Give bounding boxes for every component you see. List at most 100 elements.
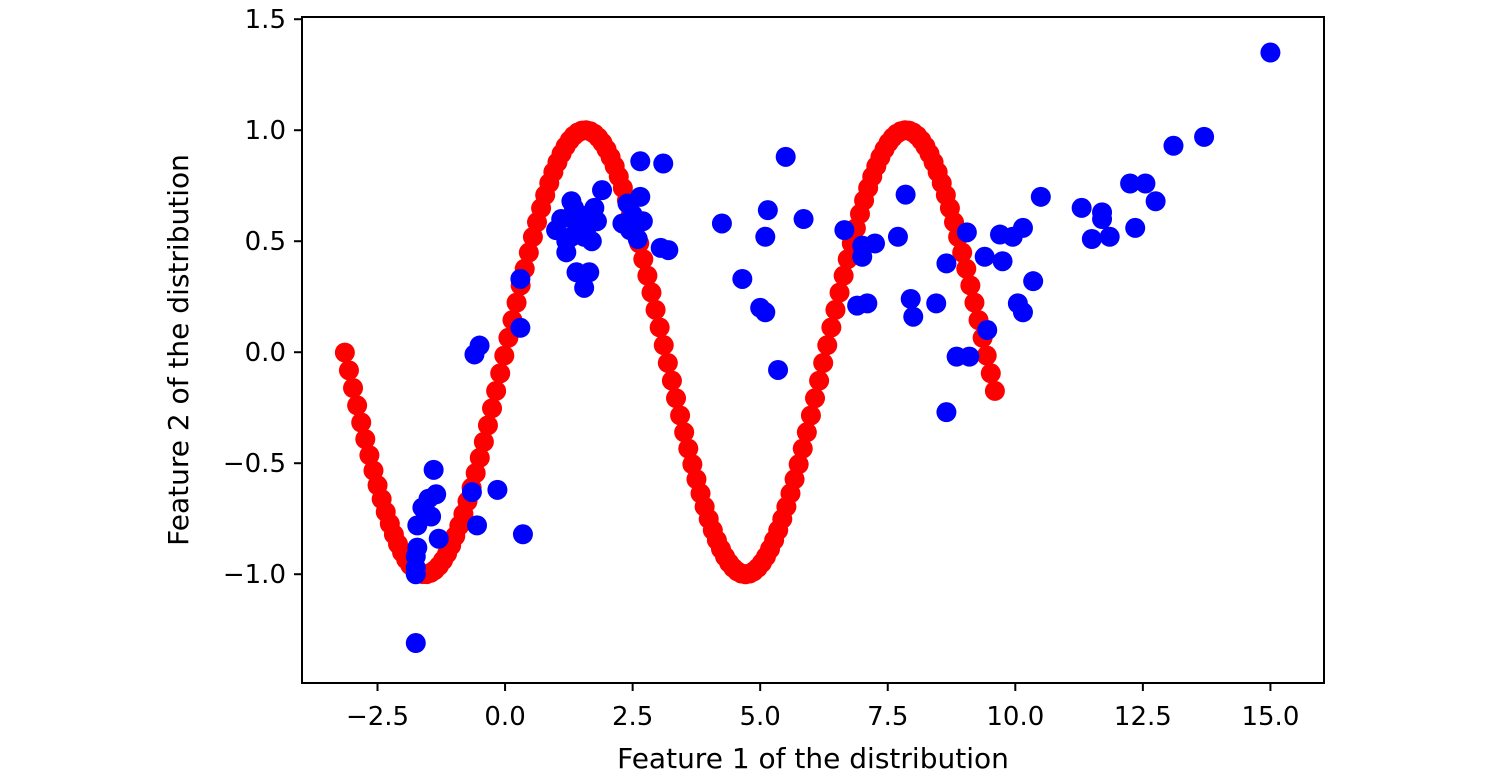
- data-point: [813, 352, 834, 373]
- data-point: [1135, 173, 1156, 194]
- data-point: [977, 320, 998, 341]
- data-point: [574, 277, 595, 298]
- data-point: [658, 240, 679, 261]
- x-tick-label: 15.0: [1241, 702, 1299, 732]
- data-point: [649, 317, 670, 338]
- x-tick-label: 12.5: [1114, 702, 1172, 732]
- y-tick-label: −0.5: [223, 449, 286, 479]
- data-point: [428, 528, 449, 549]
- data-point: [490, 363, 511, 384]
- data-point: [980, 363, 1001, 384]
- data-point: [960, 275, 981, 296]
- data-point: [976, 345, 997, 366]
- data-point: [461, 482, 482, 503]
- data-point: [477, 415, 498, 436]
- data-point: [936, 253, 957, 274]
- data-point: [784, 469, 805, 490]
- data-point: [469, 335, 490, 356]
- data-point: [833, 265, 854, 286]
- data-point: [732, 268, 753, 289]
- data-point: [674, 422, 695, 443]
- data-point: [469, 447, 490, 468]
- data-point: [1023, 271, 1044, 292]
- x-tick-label: 5.0: [740, 702, 781, 732]
- data-point: [1071, 197, 1092, 218]
- data-point: [864, 233, 885, 254]
- data-point: [653, 335, 674, 356]
- data-point: [1030, 186, 1051, 207]
- data-point: [775, 146, 796, 167]
- data-point: [347, 395, 368, 416]
- data-point: [637, 265, 658, 286]
- data-point: [755, 302, 776, 323]
- data-point: [1260, 42, 1281, 63]
- data-point: [1120, 173, 1141, 194]
- data-point: [1099, 226, 1120, 247]
- data-point: [817, 335, 838, 356]
- data-point: [630, 151, 651, 172]
- data-point: [359, 445, 380, 466]
- data-point: [561, 226, 582, 247]
- data-point: [926, 293, 947, 314]
- data-point: [510, 317, 531, 338]
- data-point: [800, 405, 821, 426]
- data-point: [581, 231, 602, 252]
- y-axis: −1.0 −0.5 0.0 0.5 1.0 1.5: [223, 5, 302, 590]
- x-tick-label: −2.5: [346, 702, 409, 732]
- data-point: [829, 282, 850, 303]
- x-tick-label: 2.5: [612, 702, 653, 732]
- data-point: [630, 186, 651, 207]
- data-point: [653, 153, 674, 174]
- data-point: [627, 229, 648, 249]
- data-point: [1081, 229, 1102, 249]
- data-point: [821, 317, 842, 338]
- data-point: [465, 463, 486, 484]
- data-point: [936, 402, 957, 423]
- data-point: [959, 346, 980, 367]
- data-point: [903, 306, 924, 327]
- x-tick-label: 10.0: [986, 702, 1044, 732]
- data-point: [711, 213, 732, 234]
- data-point: [494, 345, 515, 366]
- data-point: [956, 258, 977, 279]
- data-point: [757, 200, 778, 221]
- data-point: [473, 431, 494, 452]
- data-point: [793, 209, 814, 230]
- data-point: [423, 459, 444, 480]
- data-point: [407, 537, 428, 558]
- data-point: [1194, 126, 1215, 147]
- data-point: [796, 422, 817, 443]
- data-point: [506, 292, 527, 313]
- data-point: [641, 282, 662, 303]
- data-point: [426, 484, 447, 505]
- data-point: [1092, 202, 1113, 223]
- plot-area: [334, 42, 1281, 654]
- data-point: [661, 370, 682, 391]
- data-point: [1125, 217, 1146, 238]
- data-point: [467, 515, 488, 536]
- data-point: [512, 524, 533, 545]
- x-tick-label: 7.5: [867, 702, 908, 732]
- data-point: [895, 184, 916, 205]
- data-point: [974, 246, 995, 267]
- data-point: [487, 479, 508, 500]
- data-point: [788, 454, 809, 475]
- data-point: [825, 299, 846, 320]
- data-point: [343, 377, 364, 398]
- data-point: [592, 180, 613, 201]
- y-tick-label: 1.5: [245, 5, 286, 35]
- data-point: [486, 380, 507, 401]
- data-point: [678, 438, 699, 459]
- x-tick-label: 0.0: [484, 702, 525, 732]
- data-point: [887, 226, 908, 247]
- y-tick-label: 1.0: [245, 116, 286, 146]
- data-point: [579, 262, 600, 283]
- data-point: [482, 398, 503, 419]
- data-point: [852, 246, 873, 267]
- data-point: [1012, 217, 1033, 238]
- data-point: [510, 268, 531, 289]
- data-point: [809, 370, 830, 391]
- data-point: [1163, 135, 1184, 156]
